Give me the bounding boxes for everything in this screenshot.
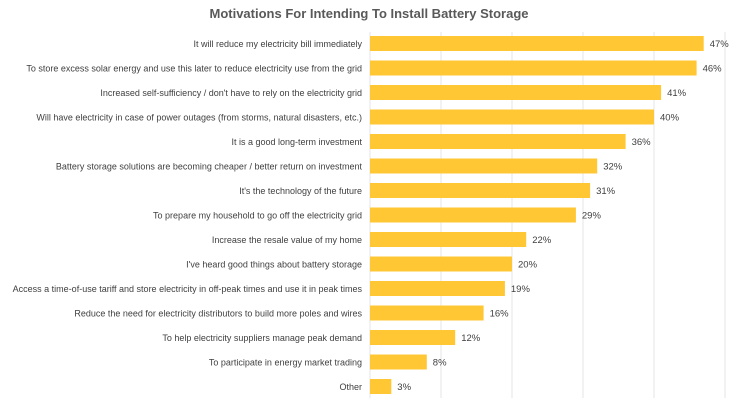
data-label: 46% [703,64,723,75]
bar [370,232,527,247]
bar [370,305,484,321]
bar [370,183,591,198]
category-label: Other [339,382,362,392]
bar [370,281,505,296]
data-label: 36% [632,137,652,148]
category-label: It is a good long-term investment [231,137,362,147]
category-label: Access a time-of-use tariff and store el… [13,284,363,294]
data-label: 16% [490,309,510,320]
bar [370,158,598,174]
bar [370,379,392,394]
data-label: 32% [603,162,623,173]
data-label: 31% [596,186,616,197]
data-label: 12% [461,333,481,344]
bar [370,85,662,100]
bar [370,134,626,149]
category-label: I've heard good things about battery sto… [186,260,362,270]
category-label: To participate in energy market trading [209,358,362,368]
category-label: It's the technology of the future [239,186,362,196]
bar [370,109,654,125]
bar [370,354,427,370]
data-label: 29% [582,211,602,222]
category-label: Reduce the need for electricity distribu… [74,309,362,319]
category-label: It will reduce my electricity bill immed… [193,39,362,49]
bar [370,60,697,76]
category-label: Battery storage solutions are becoming c… [56,162,363,172]
data-label: 40% [660,113,680,124]
data-label: 3% [397,382,411,393]
data-label: 47% [710,39,730,50]
category-label: To prepare my household to go off the el… [153,211,362,221]
data-label: 19% [511,284,531,295]
category-label: To store excess solar energy and use thi… [26,64,362,74]
bar [370,330,456,345]
chart-title: Motivations For Intending To Install Bat… [209,6,529,21]
data-label: 8% [433,358,447,369]
data-label: 20% [518,260,538,271]
data-label: 41% [667,88,687,99]
bar [370,256,512,272]
category-label: Will have electricity in case of power o… [36,113,362,123]
bar [370,207,576,223]
bar [370,36,704,51]
category-label: To help electricity suppliers manage pea… [162,333,362,343]
category-label: Increase the resale value of my home [212,235,362,245]
category-label: Increased self-sufficiency / don't have … [100,88,362,98]
data-label: 22% [532,235,552,246]
